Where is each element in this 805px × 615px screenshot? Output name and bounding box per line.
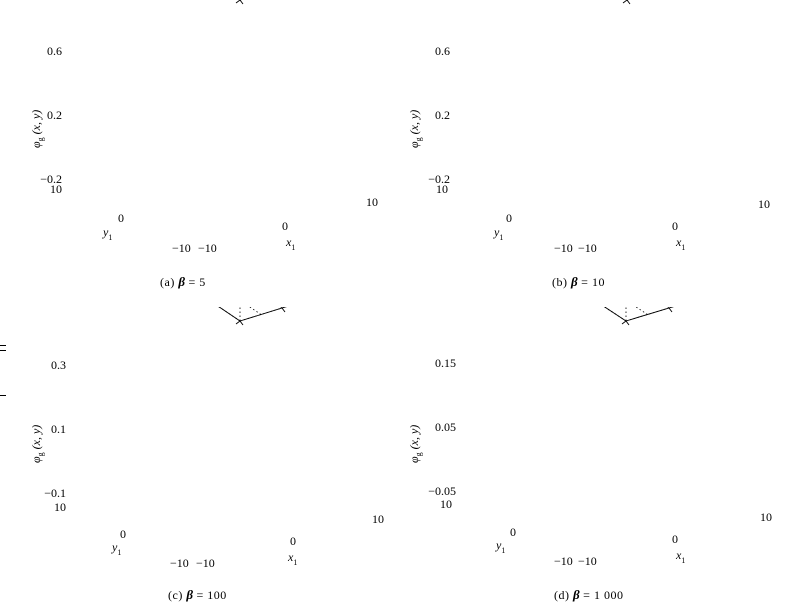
axis-front-edges	[218, 307, 287, 326]
x-tick-mark	[281, 307, 286, 313]
x-tick-minus10: −10	[198, 241, 217, 255]
y-tick-minus10: −10	[554, 241, 573, 255]
z-axis-label: φg (x, y)	[407, 425, 423, 463]
z-tick-bottom: −0.2	[428, 172, 450, 186]
axis-front-edges	[235, 0, 244, 5]
surface-panel-c: 0.3 0.1 −0.1 φg (x, y) 10 0 −10 y1 −10 0…	[0, 307, 402, 614]
y-axis-line	[603, 307, 627, 322]
y-axis-label: y1	[102, 225, 112, 242]
axis-front-edges	[603, 307, 674, 326]
x-axis-label: x1	[285, 235, 295, 252]
y-tick-mark	[622, 0, 628, 4]
y-axis-label: y1	[111, 540, 121, 557]
z-tick-mid: 0.2	[435, 108, 450, 122]
x-tick-10: 10	[366, 195, 378, 209]
surface-panel-d: 0.15 0.05 −0.05 φg (x, y) 10 0 −10 y1 −1…	[402, 307, 804, 614]
page-edge-mark-bottom	[0, 395, 6, 396]
y-tick-0: 0	[510, 525, 516, 539]
grid-line	[625, 307, 674, 322]
surface-plot-b: 0.6 0.2 −0.2 φg (x, y) 10 0 −10 y1 −10 0…	[407, 0, 770, 289]
y-tick-10: 10	[440, 497, 452, 511]
panel-caption: (a) β = 5	[160, 274, 206, 289]
surface-panel-b: 0.6 0.2 −0.2 φg (x, y) 10 0 −10 y1 −10 0…	[402, 0, 804, 307]
x-tick-10: 10	[372, 512, 384, 526]
x-tick-0: 0	[290, 534, 296, 548]
panel-caption: (b) β = 10	[552, 274, 605, 289]
z-tick-mid: 0.05	[435, 420, 456, 434]
y-tick-0: 0	[118, 211, 124, 225]
x-axis-label: x1	[287, 550, 297, 567]
grid-line	[604, 307, 627, 322]
y-tick-0: 0	[120, 527, 126, 541]
y-tick-mark	[235, 320, 241, 325]
y-axis-label: y1	[493, 225, 503, 242]
y-axis-line	[218, 307, 241, 322]
y-tick-10: 10	[54, 500, 66, 514]
page-edge-mark-top	[0, 345, 6, 346]
axis-box	[604, 307, 674, 322]
z-axis-label: φg (x, y)	[407, 110, 423, 148]
page-edge-mark-mid	[0, 350, 6, 351]
x-tick-0: 0	[672, 532, 678, 546]
surface-plot-a: 0.6 0.2 −0.2 φg (x, y) 10 0 −10 y1 −10 0…	[29, 0, 378, 289]
y-axis-label: y1	[495, 538, 505, 555]
z-tick-mid: 0.1	[51, 422, 66, 436]
z-tick-bottom: −0.05	[428, 484, 456, 498]
grid-line	[279, 307, 283, 309]
x-tick-10: 10	[760, 510, 772, 524]
x-axis-line	[625, 307, 674, 322]
grid-line	[249, 307, 262, 315]
grid-line	[666, 307, 670, 309]
surface-plot-c: 0.3 0.1 −0.1 φg (x, y) 10 0 −10 y1 −10 0…	[29, 307, 384, 602]
x-axis-label: x1	[675, 235, 685, 252]
z-tick-top: 0.3	[51, 358, 66, 372]
x-tick-mark	[625, 320, 630, 326]
z-tick-mid: 0.2	[47, 108, 62, 122]
x-tick-minus10: −10	[578, 554, 597, 568]
grid-line	[604, 307, 627, 322]
x-tick-0: 0	[672, 219, 678, 233]
x-tick-mark	[668, 307, 673, 313]
x-tick-minus10: −10	[578, 241, 597, 255]
panel-caption: (d) β = 1 000	[554, 587, 623, 602]
y-tick-0: 0	[506, 211, 512, 225]
x-tick-mark	[626, 0, 631, 5]
y-tick-minus10: −10	[170, 556, 189, 570]
z-axis-label: φg (x, y)	[29, 110, 45, 148]
panel-caption: (c) β = 100	[168, 587, 227, 602]
y-tick-10: 10	[436, 182, 448, 196]
axis-box	[218, 307, 287, 322]
y-tick-mark	[235, 0, 241, 4]
z-axis-label: φg (x, y)	[29, 425, 45, 463]
surface-panel-a: 0.6 0.2 −0.2 φg (x, y) 10 0 −10 y1 −10 0…	[0, 0, 402, 307]
y-tick-mark	[621, 320, 627, 325]
z-tick-bottom: −0.2	[40, 172, 62, 186]
grid-line	[218, 307, 241, 322]
y-tick-10: 10	[50, 182, 62, 196]
axis-front-edges	[622, 0, 631, 5]
x-axis-line	[239, 307, 287, 322]
z-tick-top: 0.6	[47, 44, 62, 58]
z-tick-top: 0.6	[435, 44, 450, 58]
x-tick-mark	[239, 320, 244, 326]
x-tick-minus10: −10	[196, 556, 215, 570]
x-tick-0: 0	[282, 219, 288, 233]
y-tick-minus10: −10	[554, 554, 573, 568]
x-axis-label: x1	[675, 548, 685, 565]
grid-line	[218, 307, 241, 322]
surface-plot-d: 0.15 0.05 −0.05 φg (x, y) 10 0 −10 y1 −1…	[407, 307, 772, 602]
z-tick-bottom: −0.1	[44, 486, 66, 500]
z-tick-top: 0.15	[435, 356, 456, 370]
x-tick-10: 10	[758, 197, 770, 211]
x-tick-mark	[239, 0, 244, 5]
grid-line	[239, 307, 287, 322]
y-tick-minus10: −10	[172, 241, 191, 255]
grid-line	[635, 307, 648, 315]
